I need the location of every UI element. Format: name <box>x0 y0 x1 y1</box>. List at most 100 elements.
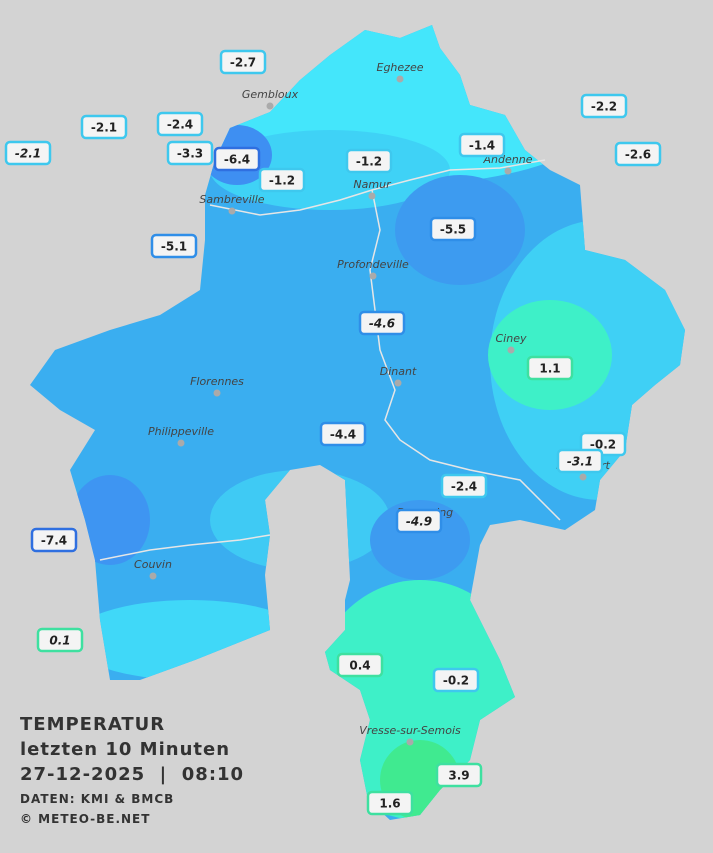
station-value: 1.6 <box>379 797 400 811</box>
station-value: -6.4 <box>224 153 250 167</box>
copyright: © METEO-BE.NET <box>20 812 150 826</box>
station-value: -2.2 <box>591 100 617 114</box>
town-dot <box>177 439 185 447</box>
town-dot <box>579 473 587 481</box>
town-dot <box>394 379 402 387</box>
river <box>99 534 271 561</box>
station: -2.1 <box>80 114 128 140</box>
station: -1.2 <box>258 167 306 193</box>
station: -3.1 <box>556 448 604 474</box>
town-dot <box>228 207 236 215</box>
town-dot <box>266 102 274 110</box>
station-box <box>580 93 628 119</box>
towns: EghezeeGemblouxAndenneNamurSambrevillePr… <box>134 61 610 746</box>
station-box <box>526 355 574 381</box>
station-value: -2.1 <box>91 121 117 135</box>
station: -2.4 <box>156 111 204 137</box>
station-value: -1.2 <box>356 155 382 169</box>
station-value: 3.9 <box>448 769 469 783</box>
station-box <box>440 473 488 499</box>
station: -2.7 <box>219 49 267 75</box>
station-value: -2.7 <box>230 56 256 70</box>
station-value: -4.9 <box>406 515 432 529</box>
station: -2.6 <box>614 141 662 167</box>
station: -6.4 <box>213 146 261 172</box>
source: DATEN: KMI & BMCB <box>20 792 174 806</box>
station: 0.1 <box>36 627 84 653</box>
station: -5.1 <box>150 233 198 259</box>
station-box <box>36 627 84 653</box>
town-dot <box>396 75 404 83</box>
station-box <box>80 114 128 140</box>
station-value: 1.1 <box>539 362 560 376</box>
station: -7.4 <box>30 527 78 553</box>
station: -4.6 <box>358 310 406 336</box>
station: -2.1 <box>4 140 52 166</box>
station-value: -4.6 <box>369 317 395 331</box>
station: -1.4 <box>458 132 506 158</box>
station: -1.2 <box>345 148 393 174</box>
station-box <box>213 146 261 172</box>
station-value: -3.1 <box>567 455 593 469</box>
station-box <box>150 233 198 259</box>
station: -0.2 <box>432 667 480 693</box>
station-box <box>30 527 78 553</box>
river <box>369 189 561 521</box>
station-value: 0.1 <box>49 634 70 648</box>
station-box <box>358 310 406 336</box>
town-label: Eghezee <box>377 61 424 74</box>
station: 3.9 <box>435 762 483 788</box>
town-dot <box>369 272 377 280</box>
town-label: Gembloux <box>242 88 299 101</box>
station-value: -2.1 <box>15 147 41 161</box>
town-label: Philippeville <box>148 425 214 438</box>
town-label: Couvin <box>134 558 172 571</box>
station: 1.6 <box>366 790 414 816</box>
station-box <box>336 652 384 678</box>
station-value: -2.4 <box>167 118 193 132</box>
timestamp: 27-12-2025 | 08:10 <box>20 764 244 785</box>
legend-text: TEMPERATUR letzten 10 Minuten 27-12-2025… <box>20 714 244 826</box>
station-value: -0.2 <box>590 438 616 452</box>
station-value: -5.5 <box>440 223 466 237</box>
station-value: -2.4 <box>451 480 477 494</box>
town-dot <box>368 192 376 200</box>
station-value: -0.2 <box>443 674 469 688</box>
town-label: Namur <box>353 178 392 191</box>
station-box <box>432 667 480 693</box>
station-value: -5.1 <box>161 240 187 254</box>
town-dot <box>213 389 221 397</box>
stations: -2.7 -2.1 -2.1 -2.4 -3.3 -6.4 -1.2 -1.2 -1.4 -2.2… <box>4 49 662 816</box>
town-label: Vresse-sur-Semois <box>359 724 461 737</box>
station-value: -1.4 <box>469 139 495 153</box>
station: -4.9 <box>395 508 443 534</box>
rivers <box>99 159 561 561</box>
town-dot <box>406 738 414 746</box>
station: -3.3 <box>166 140 214 166</box>
station-box <box>345 148 393 174</box>
station-value: -4.4 <box>330 428 356 442</box>
station-box <box>395 508 443 534</box>
town-label: Florennes <box>190 375 244 388</box>
town-dot <box>149 572 157 580</box>
station-box <box>219 49 267 75</box>
station-value: -3.3 <box>177 147 203 161</box>
station-box <box>614 141 662 167</box>
station-box <box>319 421 367 447</box>
station: 1.1 <box>526 355 574 381</box>
station: -4.4 <box>319 421 367 447</box>
town-dot <box>507 346 515 354</box>
title: TEMPERATUR <box>20 714 165 735</box>
town-label: Profondeville <box>337 258 409 271</box>
station-value: -7.4 <box>41 534 67 548</box>
station-box <box>366 790 414 816</box>
station-box <box>429 216 477 242</box>
station-box <box>166 140 214 166</box>
station-box <box>156 111 204 137</box>
station: -2.2 <box>580 93 628 119</box>
town-label: Dinant <box>380 365 417 378</box>
station-box <box>556 448 604 474</box>
station-value: -1.2 <box>269 174 295 188</box>
